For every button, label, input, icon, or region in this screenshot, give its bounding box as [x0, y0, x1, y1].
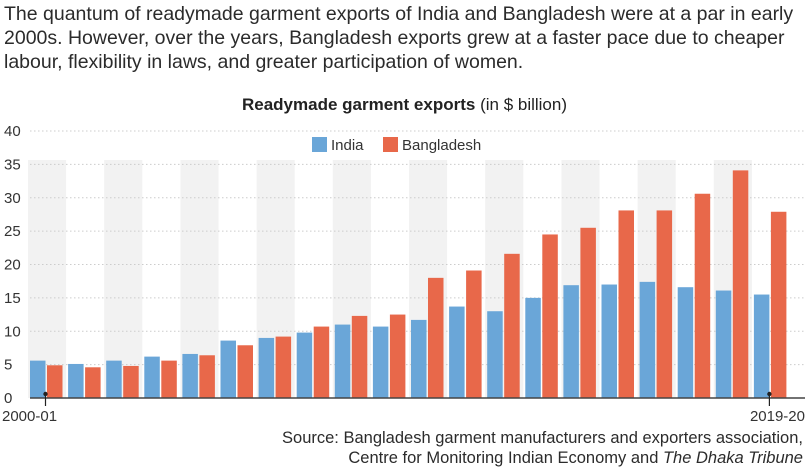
bangladesh-bar [504, 253, 520, 398]
india-bar [715, 290, 732, 398]
legend: India Bangladesh [312, 137, 481, 154]
x-label-end: 2019-20 [750, 408, 805, 425]
x-tick-dot [767, 391, 772, 397]
india-bar [182, 353, 198, 398]
y-tick-label: 20 [4, 257, 21, 274]
background-band [28, 160, 67, 398]
india-bar [68, 363, 84, 398]
chart-title-main: Readymade garment exports [241, 95, 476, 114]
bangladesh-bar [580, 227, 596, 398]
india-bar [411, 319, 427, 398]
india-bar [525, 297, 541, 398]
bangladesh-bar [466, 270, 482, 398]
india-bar [639, 281, 656, 398]
bangladesh-bar [770, 211, 787, 398]
india-bar [753, 294, 770, 398]
bangladesh-bar [656, 210, 673, 398]
source-line-2: Centre for Monitoring Indian Economy and… [282, 448, 803, 468]
bangladesh-bar [351, 315, 368, 398]
x-tick-dot [43, 391, 48, 397]
y-tick-label: 5 [4, 357, 12, 374]
bangladesh-bar [237, 345, 253, 398]
bangladesh-bar [161, 360, 177, 398]
bangladesh-bar [275, 336, 292, 398]
india-bar [220, 340, 236, 398]
y-tick-label: 40 [4, 123, 21, 140]
y-tick-label: 0 [4, 390, 12, 407]
source-line-2-text: Centre for Monitoring Indian Economy and [348, 449, 663, 467]
bangladesh-bar [732, 170, 749, 398]
india-bar [372, 326, 389, 398]
india-bar [144, 356, 160, 398]
bangladesh-bar [47, 365, 63, 398]
y-tick-label: 15 [4, 290, 21, 307]
y-tick-label: 10 [4, 323, 21, 340]
india-bar [563, 285, 579, 398]
y-tick-label: 25 [4, 223, 21, 240]
x-label-start: 2000-01 [2, 408, 57, 425]
background-band [104, 160, 143, 398]
bangladesh-bar [199, 355, 215, 398]
bangladesh-bar [618, 210, 634, 398]
india-bar [296, 332, 313, 398]
bangladesh-bar [85, 367, 101, 398]
india-bar [449, 306, 465, 398]
legend-india-label: India [331, 137, 364, 154]
legend-bangladesh-swatch [383, 137, 398, 152]
y-tick-label: 35 [4, 156, 21, 173]
india-bar [334, 324, 351, 398]
legend-bangladesh-label: Bangladesh [402, 137, 481, 154]
chart-title: Readymade garment exports (in $ billion) [0, 95, 809, 115]
india-bar [30, 360, 46, 398]
source-publication: The Dhaka Tribune [662, 449, 803, 467]
source-line-1: Source: Bangladesh garment manufacturers… [282, 429, 803, 447]
source-note: Source: Bangladesh garment manufacturers… [282, 428, 803, 468]
y-axis-ticks: 0 5 10 15 20 25 30 35 40 [4, 123, 21, 407]
bangladesh-bar [428, 277, 444, 398]
x-axis: 2000-01 2019-20 [2, 391, 805, 425]
bangladesh-bar [694, 193, 711, 398]
y-tick-label: 30 [4, 190, 21, 207]
india-bar [258, 337, 275, 398]
india-bar [487, 311, 503, 398]
india-bar [106, 360, 122, 398]
intro-text: The quantum of readymade garment exports… [4, 3, 794, 73]
bangladesh-bar [542, 234, 558, 398]
india-bar [601, 284, 617, 398]
bars [30, 170, 787, 398]
india-bar [677, 287, 694, 398]
bangladesh-bar [313, 326, 330, 398]
legend-india-swatch [312, 137, 327, 152]
chart-title-unit: (in $ billion) [480, 95, 568, 114]
bangladesh-bar [389, 314, 406, 398]
bangladesh-bar [123, 365, 139, 398]
